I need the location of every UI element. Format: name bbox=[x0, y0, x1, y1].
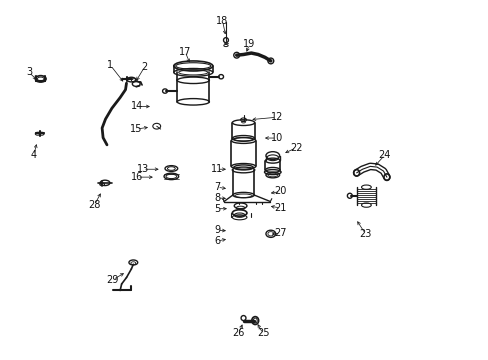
Text: 2: 2 bbox=[141, 62, 147, 72]
Text: 7: 7 bbox=[214, 182, 220, 192]
Text: 29: 29 bbox=[106, 275, 119, 285]
Text: 18: 18 bbox=[216, 16, 228, 26]
Text: 24: 24 bbox=[378, 150, 390, 160]
Text: 9: 9 bbox=[214, 225, 220, 235]
Text: 12: 12 bbox=[270, 112, 282, 122]
Text: 10: 10 bbox=[270, 133, 282, 143]
Text: 22: 22 bbox=[289, 143, 302, 153]
Text: 5: 5 bbox=[214, 204, 220, 214]
Text: 15: 15 bbox=[130, 124, 142, 134]
Text: 21: 21 bbox=[274, 203, 286, 213]
Text: 4: 4 bbox=[31, 150, 37, 160]
Text: 20: 20 bbox=[274, 186, 286, 197]
Text: 26: 26 bbox=[232, 328, 244, 338]
Text: 19: 19 bbox=[243, 40, 255, 49]
Text: 17: 17 bbox=[179, 46, 191, 57]
Text: 6: 6 bbox=[214, 236, 220, 246]
Text: 25: 25 bbox=[256, 328, 269, 338]
Text: 8: 8 bbox=[214, 193, 220, 203]
Text: 23: 23 bbox=[359, 229, 371, 239]
Text: 28: 28 bbox=[88, 200, 101, 210]
Text: 3: 3 bbox=[26, 67, 32, 77]
Text: 27: 27 bbox=[274, 228, 286, 238]
Text: 11: 11 bbox=[211, 164, 223, 174]
Text: 14: 14 bbox=[131, 102, 143, 112]
Text: 1: 1 bbox=[107, 60, 113, 70]
Text: 16: 16 bbox=[131, 172, 143, 182]
Text: 13: 13 bbox=[137, 164, 149, 174]
